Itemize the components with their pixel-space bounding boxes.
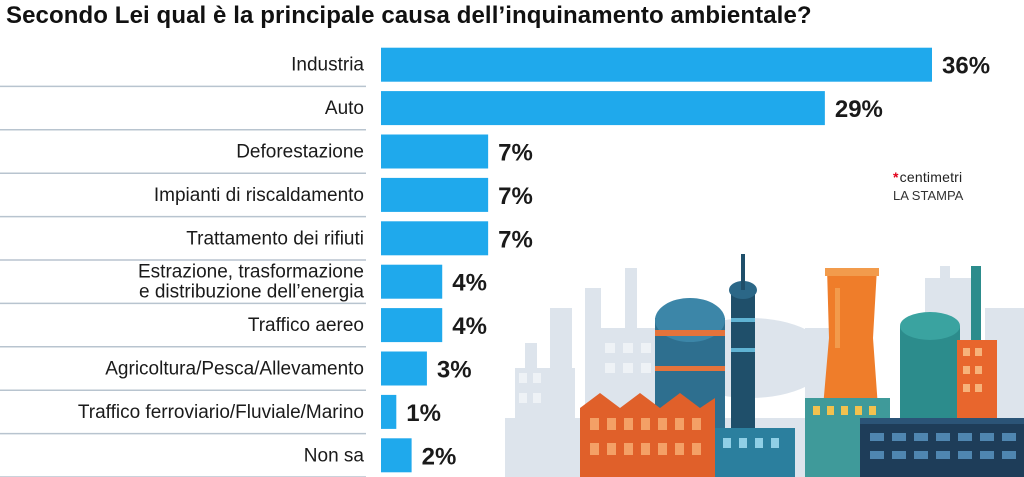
category-label-deforestazione: Deforestazione [236,142,364,163]
value-label-traffico-ferroviario-fluviale-marino: 1% [406,400,441,427]
publisher-logo: *centimetri LA STAMPA [893,169,963,204]
category-label-non-sa: Non sa [304,445,365,466]
category-label-industria: Industria [291,55,364,76]
bar-traffico-ferroviario-fluviale-marino [381,394,397,429]
brand-name: centimetri [899,169,963,185]
category-label-agricoltura-pesca-allevamento: Agricoltura/Pesca/Allevamento [105,359,364,380]
industrial-skyline-illustration [505,254,1024,477]
bar-trattamento-dei-rifiuti [381,221,489,256]
bar-traffico-aereo [381,308,443,343]
bar-estrazione-trasformazione-e-distribuzione-dell-energia [381,264,443,299]
category-label-estrazione-trasformazione-e-distribuzione-dell-energia: Estrazione, trasformazione e distribuzion… [138,262,364,303]
category-label-traffico-aereo: Traffico aereo [248,315,364,336]
value-label-agricoltura-pesca-allevamento: 3% [437,357,472,384]
bar-non-sa [381,438,412,473]
brand-publisher: LA STAMPA [893,188,964,203]
category-label-traffico-ferroviario-fluviale-marino: Traffico ferroviario/Fluviale/Marino [78,402,364,423]
bar-auto [381,91,825,126]
bar-industria [381,47,932,82]
value-label-industria: 36% [942,53,990,80]
value-label-impianti-di-riscaldamento: 7% [498,183,533,210]
brand-star-icon: * [893,169,899,185]
value-label-traffico-aereo: 4% [452,313,487,340]
bar-agricoltura-pesca-allevamento [381,351,427,386]
bar-impianti-di-riscaldamento [381,177,489,212]
category-label-trattamento-dei-rifiuti: Trattamento dei rifiuti [186,228,364,249]
chart-title: Secondo Lei qual è la principale causa d… [6,2,812,29]
category-label-auto: Auto [325,98,364,119]
value-label-trattamento-dei-rifiuti: 7% [498,226,533,253]
value-label-auto: 29% [835,96,883,123]
value-label-non-sa: 2% [422,443,457,470]
value-label-estrazione-trasformazione-e-distribuzione-dell-energia: 4% [452,270,487,297]
category-label-impianti-di-riscaldamento: Impianti di riscaldamento [154,185,364,206]
value-label-deforestazione: 7% [498,140,533,167]
bar-deforestazione [381,134,489,169]
